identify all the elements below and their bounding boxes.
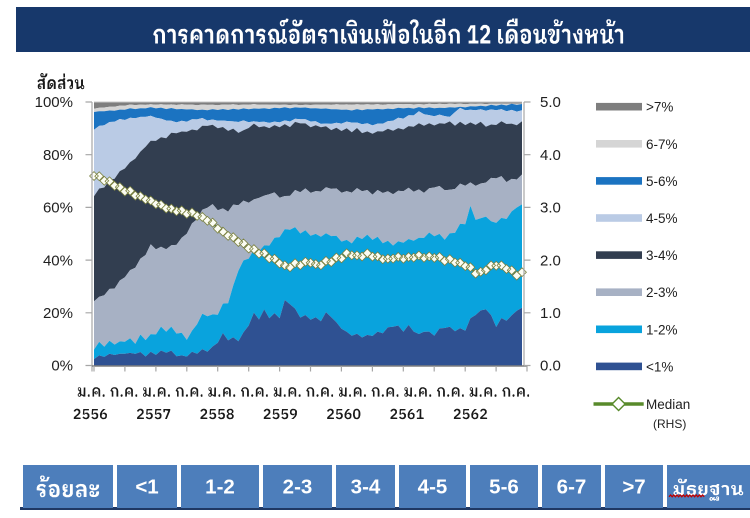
svg-text:60%: 60% [43,200,73,217]
svg-text:4-5%: 4-5% [646,211,678,226]
svg-text:2-3: 2-3 [283,476,313,499]
svg-text:20%: 20% [43,305,73,322]
svg-text:<1%: <1% [646,359,673,374]
svg-text:5-6%: 5-6% [646,174,678,189]
svg-text:2.0: 2.0 [540,252,561,269]
svg-text:1.0: 1.0 [540,305,561,322]
svg-text:5.0: 5.0 [540,94,561,111]
svg-text:1-2%: 1-2% [646,322,678,337]
svg-text:3-4: 3-4 [351,476,381,499]
svg-text:2-3%: 2-3% [646,285,678,300]
svg-text:1-2: 1-2 [205,476,235,499]
svg-text:6-7: 6-7 [557,476,587,499]
svg-text:3-4%: 3-4% [646,248,678,263]
svg-text:80%: 80% [43,147,73,164]
svg-text:Median: Median [646,397,690,412]
svg-text:5-6: 5-6 [489,476,519,499]
svg-text:>7%: >7% [646,100,673,115]
svg-text:(RHS): (RHS) [653,417,686,431]
svg-text:40%: 40% [43,252,73,269]
svg-text:100%: 100% [35,94,73,111]
svg-text:6-7%: 6-7% [646,137,678,152]
svg-text:4.0: 4.0 [540,147,561,164]
svg-text:<1: <1 [135,476,158,499]
svg-text:0.0: 0.0 [540,358,561,375]
svg-text:3.0: 3.0 [540,200,561,217]
svg-text:0%: 0% [51,358,73,375]
svg-text:4-5: 4-5 [418,476,448,499]
svg-text:>7: >7 [622,476,645,499]
